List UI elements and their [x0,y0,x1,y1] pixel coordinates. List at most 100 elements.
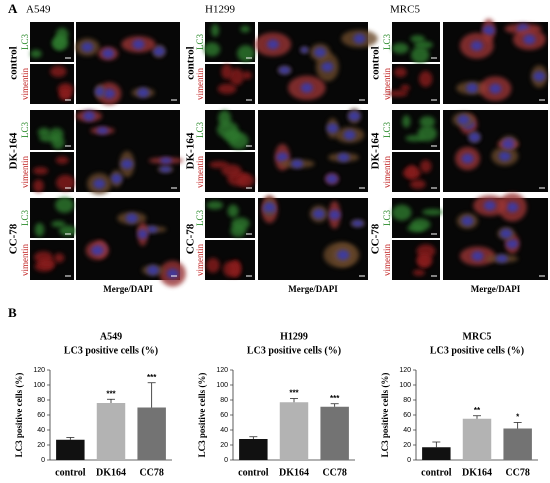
cells [206,257,241,277]
cell [229,68,244,86]
y-tick-label: 60 [37,412,45,419]
stain-label: LC3 [382,122,392,139]
cell [32,167,49,175]
cell [416,253,433,268]
cells [209,161,255,188]
cell [59,225,77,237]
cell [51,220,66,228]
condition-label: DK-164 [370,132,382,169]
y-tick-label: 20 [220,442,228,449]
cells [75,36,166,105]
x-tick-label: CC78 [139,467,163,478]
x-tick-label: control [238,467,269,478]
cell [39,134,58,142]
cell [55,156,69,165]
y-tick-label: 40 [220,427,228,434]
nucleus [495,254,508,263]
bar [239,439,268,460]
nucleus [132,39,145,50]
stain-label: vimentin [382,68,392,100]
cell-line-label: MRC5 [390,4,420,16]
x-tick-label: DK164 [279,467,309,478]
nucleus [96,127,109,135]
error-bar [249,436,258,439]
error-bar [66,437,75,440]
cell [237,45,255,62]
y-tick-label: 20 [403,442,411,449]
x-tick-label: DK164 [96,467,126,478]
cell [33,179,44,193]
nucleus [351,220,364,227]
nucleus [337,249,350,260]
nucleus [461,215,474,226]
nucleus [278,66,291,75]
nucleus [326,123,339,134]
nucleus [291,159,304,169]
cells [456,192,527,266]
nucleus [263,202,275,213]
stain-label: LC3 [195,34,205,51]
nucleus [314,47,327,58]
cell [55,27,69,42]
error-bar [330,403,339,407]
nucleus [500,228,513,239]
cell [217,83,237,95]
condition-label: DK-164 [8,132,20,169]
y-tick-label: 60 [220,412,228,419]
y-tick-label: 40 [37,427,45,434]
cell [391,204,412,221]
y-tick-label: 40 [403,427,411,434]
significance: ** [474,406,481,415]
cells [34,197,77,237]
cell [237,173,255,188]
stain-label: LC3 [20,122,30,139]
nucleus [137,229,148,240]
cell [221,164,242,177]
nucleus [489,83,502,94]
nucleus [343,129,356,140]
cell [211,23,220,37]
significance: *** [289,389,299,398]
chart-title: H1299 [280,331,308,342]
cell [56,174,75,191]
y-tick-label: 80 [403,397,411,404]
condition-label: control [8,46,20,79]
cell [206,257,220,273]
bar [279,402,309,460]
cell [203,42,221,57]
y-tick-label: 20 [37,442,45,449]
y-axis-label: LC3 positive cells (%) [197,373,207,458]
x-tick-label: DK164 [462,467,492,478]
y-tick-label: 80 [37,397,45,404]
y-tick-label: 0 [41,457,45,464]
cell [417,125,437,142]
nucleus [471,251,484,262]
significance: * [516,413,520,422]
cell [422,208,444,216]
cell [223,261,238,277]
nucleus [110,173,123,184]
stain-label: LC3 [20,210,30,227]
cell [410,179,426,190]
cell [231,217,250,231]
nucleus [266,39,279,50]
x-tick-label: CC78 [322,467,346,478]
cells [206,201,250,238]
stain-label: vimentin [20,68,30,100]
condition-label: CC-78 [370,223,382,254]
cell [410,218,431,231]
cell [392,42,409,54]
nucleus [457,114,470,125]
cell [221,64,233,80]
stain-label: vimentin [20,244,30,276]
cells [261,195,365,268]
error-bar [513,422,522,429]
nucleus [353,33,366,44]
stain-label: vimentin [195,244,205,276]
cell [394,67,407,78]
condition-label: DK-164 [185,132,197,169]
cell-line-label: A549 [26,4,51,16]
merge-label: Merge/DAPI [288,284,338,294]
stain-label: LC3 [195,210,205,227]
y-tick-label: 0 [224,457,228,464]
